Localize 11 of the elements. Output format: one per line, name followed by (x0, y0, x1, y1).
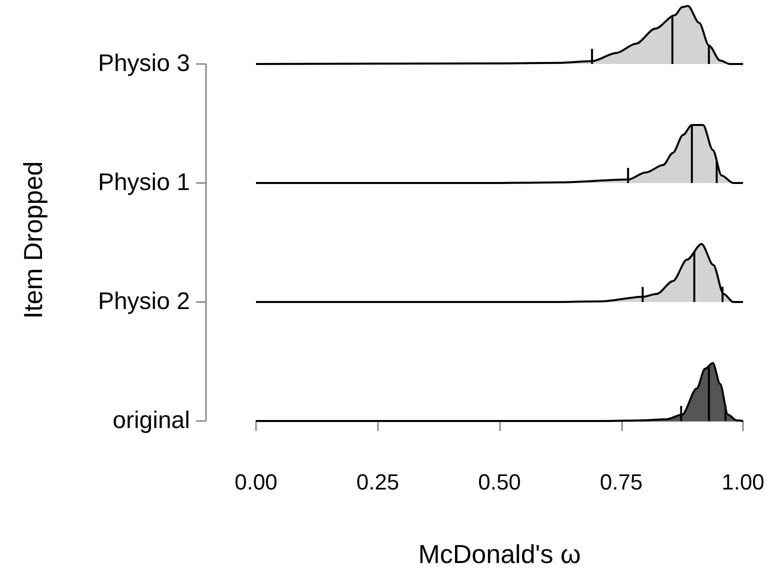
x-tick-label: 0.00 (234, 470, 278, 494)
x-tick-label: 0.75 (600, 470, 643, 494)
text: Item Dropped (17, 160, 49, 321)
y-axis-title: original (112, 406, 190, 436)
x-axis-title: McDonald's ω (418, 539, 581, 569)
x-tick-label: 0.25 (356, 470, 400, 494)
x-tick-label: 0.50 (478, 470, 521, 494)
y-axis-title: Physio 1 (98, 168, 190, 198)
y-axis-title: Physio 2 (98, 287, 190, 317)
y-axis-title: Physio 3 (98, 49, 190, 79)
x-tick-label: 1.00 (722, 470, 764, 494)
